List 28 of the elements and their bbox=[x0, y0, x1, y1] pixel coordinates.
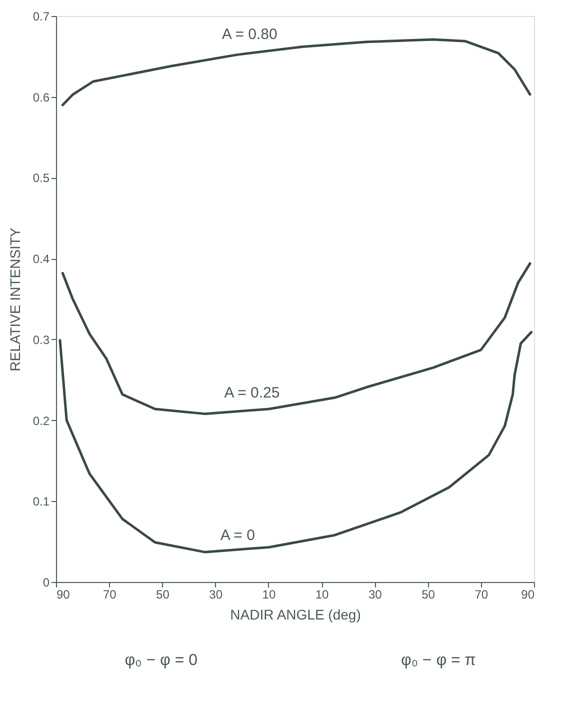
y-tick-label: 0.2 bbox=[32, 414, 50, 428]
x-tick-label: 50 bbox=[422, 588, 436, 602]
x-tick-label: 30 bbox=[209, 588, 223, 602]
annotation: A = 0.25 bbox=[224, 384, 280, 402]
x-tick-label: 30 bbox=[368, 588, 382, 602]
y-tick-label: 0.4 bbox=[32, 252, 50, 266]
y-tick-label: 0.5 bbox=[32, 171, 50, 186]
x-tick-label: 70 bbox=[474, 588, 488, 602]
y-tick-label: 0.7 bbox=[32, 10, 50, 24]
line-series bbox=[58, 330, 533, 554]
text: φ₀ − φ = π bbox=[400, 652, 476, 669]
y-tick-label: 0 bbox=[42, 576, 50, 590]
x-tick-label: 10 bbox=[315, 588, 330, 602]
x-tick-label: 10 bbox=[262, 588, 276, 602]
x-tick-label: 70 bbox=[102, 588, 117, 602]
annotation: A = 0 bbox=[220, 527, 255, 544]
x-axis-title: NADIR ANGLE (deg) bbox=[230, 606, 361, 622]
y-tick-label: 0.6 bbox=[32, 90, 50, 104]
y-tick-label: 0.3 bbox=[32, 332, 50, 347]
y-axis-title: RELATIVE INTENSITY bbox=[6, 227, 23, 372]
line-series bbox=[61, 38, 532, 106]
text: φ₀ − φ = 0 bbox=[124, 652, 198, 669]
x-tick-label: 90 bbox=[521, 588, 535, 602]
x-tick-label: 50 bbox=[156, 588, 170, 602]
x-tick-label: 90 bbox=[56, 588, 70, 602]
line-series bbox=[61, 262, 532, 416]
annotation: A = 0.80 bbox=[222, 26, 278, 44]
y-tick-label: 0.1 bbox=[32, 494, 50, 509]
